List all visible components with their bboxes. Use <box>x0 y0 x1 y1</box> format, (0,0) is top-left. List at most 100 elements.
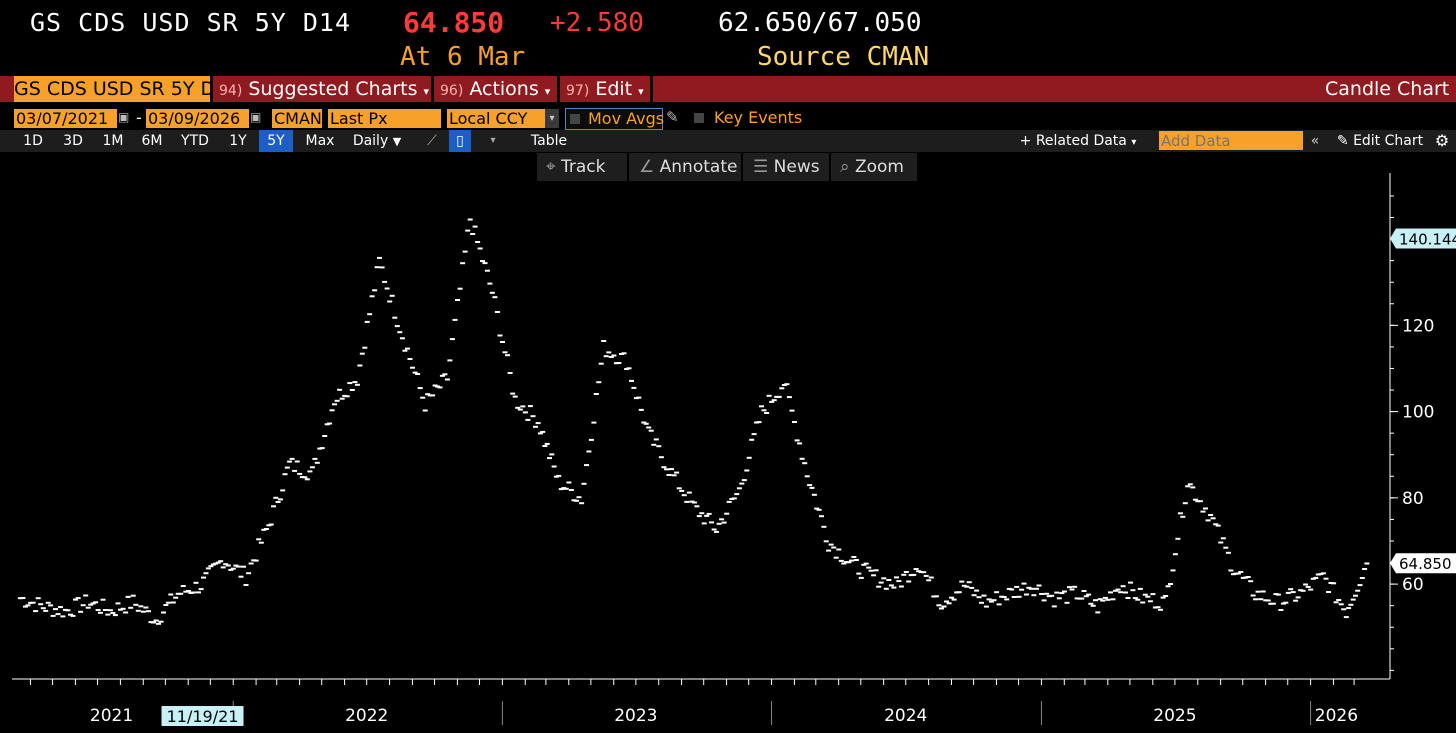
candle-mark <box>266 524 272 527</box>
candle-mark <box>751 433 757 436</box>
security-field[interactable]: GS CDS USD SR 5Y D14 <box>14 76 210 102</box>
price-field[interactable]: Last Px <box>328 109 441 128</box>
candle-mark <box>746 456 752 459</box>
edit-chart-button[interactable]: ✎ Edit Chart <box>1333 130 1427 152</box>
candle-mark <box>1248 580 1254 583</box>
candle-mark <box>826 549 832 552</box>
candle-mark <box>1353 594 1358 597</box>
candle-mark <box>304 478 310 481</box>
pencil-icon[interactable]: ✎ <box>666 108 679 126</box>
candle-mark <box>263 528 269 530</box>
bid-ask-range: 62.650/67.050 <box>718 8 922 38</box>
candle-mark <box>858 576 864 579</box>
candle-mark <box>273 496 279 499</box>
candle-mark <box>1175 537 1181 540</box>
candle-mark <box>851 556 857 558</box>
candle-mark <box>956 591 962 594</box>
candle-mark <box>1135 598 1141 601</box>
crosshair-date-bg <box>161 706 244 726</box>
candle-mark <box>681 494 687 497</box>
track-tool[interactable]: ⌖ Track <box>546 153 605 181</box>
candle-mark <box>838 559 844 562</box>
gear-icon[interactable]: ⚙ <box>1434 131 1450 150</box>
add-data-input[interactable] <box>1159 131 1303 150</box>
candle-mark <box>70 614 76 617</box>
candle-mark <box>233 564 239 567</box>
candle-mark <box>1097 598 1103 601</box>
suggested-charts-menu[interactable]: 94) Suggested Charts ▾ <box>219 76 430 102</box>
news-icon: ☰ <box>753 157 769 177</box>
news-tool[interactable]: ☰ News <box>753 153 820 181</box>
candle-mark <box>449 338 455 341</box>
candle-mark <box>831 546 837 549</box>
candle-mark <box>811 493 817 496</box>
candle-mark <box>271 505 276 508</box>
candle-mark <box>527 405 533 408</box>
calendar-icon[interactable]: ▣ <box>118 110 130 124</box>
candle-mark <box>282 473 288 476</box>
candle-mark <box>238 575 244 578</box>
key-events-checkbox[interactable] <box>694 113 704 123</box>
chart-type-label[interactable]: Candle Chart <box>1325 76 1450 102</box>
line-chart-icon[interactable]: ⟋ <box>427 133 437 149</box>
annotate-tool[interactable]: ∠ Annotate <box>639 153 737 181</box>
candle-mark <box>289 457 295 460</box>
candle-mark <box>1210 517 1216 520</box>
candle-mark <box>866 566 872 569</box>
candle-mark <box>579 502 585 505</box>
caret-down-icon[interactable]: ▾ <box>490 135 496 146</box>
tool-divider <box>741 153 743 181</box>
menu-number: 94) <box>219 83 243 99</box>
candle-mark <box>696 515 702 518</box>
range-ytd[interactable]: YTD <box>181 133 209 149</box>
zoom-tool[interactable]: ⌕ Zoom <box>840 153 904 181</box>
calendar-icon[interactable]: ▣ <box>250 110 262 124</box>
candle-mark <box>65 609 71 612</box>
candle-chart-icon[interactable]: ▯ <box>449 130 471 152</box>
candle-mark <box>175 592 181 595</box>
currency-field[interactable]: Local CCY <box>447 109 545 128</box>
table-button[interactable]: Table <box>530 133 568 149</box>
candle-mark <box>1318 573 1324 576</box>
candle-mark <box>749 438 755 441</box>
range-1d[interactable]: 1D <box>23 133 43 149</box>
source-field[interactable]: CMAN <box>272 109 322 128</box>
actions-menu[interactable]: 96) Actions ▾ <box>440 76 551 102</box>
candle-mark <box>173 596 179 599</box>
range-max[interactable]: Max <box>305 133 335 149</box>
range-6m[interactable]: 6M <box>141 133 163 149</box>
candle-mark <box>1142 593 1148 596</box>
candle-mark <box>797 442 803 445</box>
candle-mark <box>903 571 909 573</box>
related-data-dropdown[interactable]: + Related Data ▾ <box>1015 130 1141 152</box>
candle-mark <box>1326 591 1331 593</box>
candle-mark <box>268 523 274 526</box>
chevron-down-icon[interactable]: ▾ <box>545 109 559 128</box>
candle-mark <box>354 383 360 386</box>
candle-mark <box>1004 598 1010 601</box>
frequency-dropdown[interactable]: Daily ▼ <box>343 130 411 152</box>
range-1m[interactable]: 1M <box>102 133 124 149</box>
edit-menu[interactable]: 97) Edit ▾ <box>566 76 644 102</box>
candle-mark <box>1046 595 1052 598</box>
candle-mark <box>432 384 438 387</box>
collapse-icon[interactable]: « <box>1310 133 1320 149</box>
caret-down-icon: ▾ <box>423 85 430 98</box>
candle-mark <box>828 543 834 546</box>
end-date-field[interactable]: 03/09/2026 <box>146 109 249 128</box>
mov-avgs-toggle[interactable]: Mov Avgs <box>565 108 664 130</box>
candle-mark <box>1113 589 1118 592</box>
candle-mark <box>1132 597 1138 600</box>
price-tag-label: 140.144 <box>1399 230 1456 248</box>
candle-mark <box>731 497 737 500</box>
candle-mark <box>1108 591 1113 594</box>
start-date-field[interactable]: 03/07/2021 <box>14 109 117 128</box>
candle-mark <box>561 487 567 490</box>
range-1y[interactable]: 1Y <box>229 133 247 149</box>
range-5y[interactable]: 5Y <box>259 130 293 152</box>
candle-mark <box>405 347 410 350</box>
range-3d[interactable]: 3D <box>63 133 83 149</box>
candle-mark <box>656 445 662 448</box>
candle-mark <box>653 438 659 441</box>
candle-mark <box>1006 587 1012 590</box>
